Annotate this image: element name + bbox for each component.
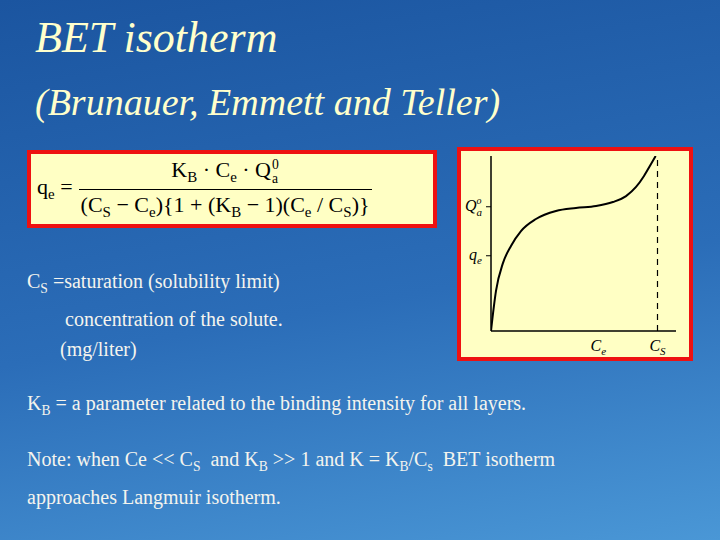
html-text:(CS− Ce){1 + (KB− 1)(Ce/ CS)}: (CS− Ce){1 + (KB− 1)(Ce/ CS)} (80, 191, 370, 220)
html-text:(Brunauer, Emmett and Teller): (Brunauer, Emmett and Teller) (35, 81, 501, 123)
svg-text:Qoa: Qoa (465, 195, 483, 218)
svg-text:qe: qe (469, 246, 482, 266)
html-text:CS =saturation (solubility lim: CS =saturation (solubility limit) (27, 270, 280, 296)
html-text:a: a (272, 171, 279, 187)
svg-text:CS: CS (649, 337, 666, 357)
html-text:qe=: qe= (37, 174, 73, 203)
html-text:Note: when Ce << CSand KB>> 1: Note: when Ce << CSand KB>> 1 and K = KB… (27, 448, 556, 474)
svg-text:Ce: Ce (591, 337, 607, 357)
html-text:KB= a parameter related to the: KB= a parameter related to the binding i… (27, 392, 527, 418)
html-text:(mg/liter): (mg/liter) (60, 338, 137, 360)
html-text:concentration of the solute.: concentration of the solute. (65, 308, 283, 330)
html-text:BET isotherm: BET isotherm (35, 13, 278, 62)
html-text:approaches Langmuir isotherm.: approaches Langmuir isotherm. (27, 486, 281, 508)
html-text:KB· Ce· Q0: KB· Ce· Q0 (171, 157, 279, 186)
